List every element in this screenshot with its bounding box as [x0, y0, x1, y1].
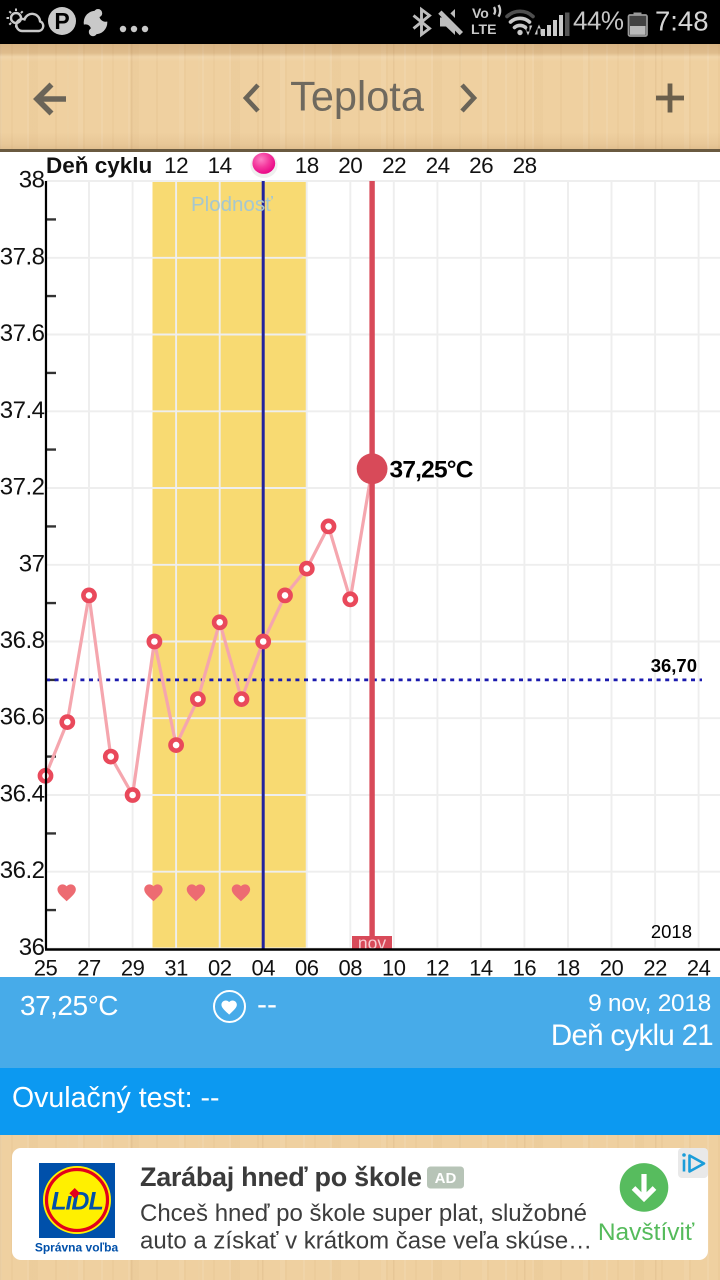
svg-text:36.6: 36.6: [0, 704, 45, 731]
svg-text:22: 22: [643, 956, 667, 981]
svg-text:02: 02: [208, 956, 232, 981]
svg-text:Správna voľba: Správna voľba: [35, 1241, 119, 1255]
svg-text:22: 22: [382, 153, 406, 178]
svg-text:2018: 2018: [651, 921, 692, 942]
svg-text:24: 24: [687, 956, 711, 981]
svg-text:04: 04: [251, 956, 275, 981]
svg-text:28: 28: [513, 153, 537, 178]
svg-text:12: 12: [164, 153, 188, 178]
svg-text:nov: nov: [358, 933, 386, 953]
svg-text:20: 20: [600, 956, 624, 981]
svg-text:25: 25: [34, 956, 58, 981]
svg-text:Vo: Vo: [472, 5, 489, 21]
svg-text:18: 18: [295, 153, 319, 178]
svg-text:auto a získať v krátkom čase v: auto a získať v krátkom čase veľa skúse…: [140, 1228, 592, 1255]
svg-text:38: 38: [19, 167, 45, 194]
svg-text:27: 27: [77, 956, 101, 981]
svg-text:37.6: 37.6: [0, 320, 45, 347]
svg-text:37.8: 37.8: [0, 243, 45, 270]
svg-text:08: 08: [339, 956, 363, 981]
svg-text:Teplota: Teplota: [290, 73, 425, 120]
svg-text:06: 06: [295, 956, 319, 981]
svg-text:36.8: 36.8: [0, 627, 45, 654]
svg-text:Deň cyklu: Deň cyklu: [46, 153, 152, 178]
svg-text:LTE: LTE: [471, 21, 496, 37]
svg-text:37: 37: [19, 550, 45, 577]
svg-text:Plodnosť: Plodnosť: [191, 193, 273, 216]
svg-text:36.4: 36.4: [0, 781, 45, 808]
svg-text:16: 16: [513, 956, 537, 981]
svg-text:31: 31: [164, 956, 188, 981]
svg-text:37,25°C: 37,25°C: [390, 456, 474, 483]
svg-text:P: P: [54, 8, 69, 34]
svg-text:Navštíviť: Navštíviť: [598, 1219, 695, 1246]
svg-text:Chceš hneď po škole super plat: Chceš hneď po škole super plat, služobné: [140, 1200, 587, 1227]
svg-text:Zarábaj hneď po škole: Zarábaj hneď po škole: [140, 1162, 422, 1192]
svg-text:36.2: 36.2: [0, 857, 45, 884]
svg-text:37.2: 37.2: [0, 474, 45, 501]
svg-text:AD: AD: [435, 1170, 457, 1187]
svg-text:24: 24: [426, 153, 450, 178]
svg-text:26: 26: [469, 153, 493, 178]
svg-text:7:48: 7:48: [655, 6, 709, 37]
svg-text:10: 10: [382, 956, 406, 981]
svg-text:44%: 44%: [573, 6, 624, 36]
svg-text:36: 36: [19, 934, 45, 961]
svg-text:14: 14: [208, 153, 232, 178]
svg-text:29: 29: [121, 956, 145, 981]
svg-text:12: 12: [426, 956, 450, 981]
svg-text:37.4: 37.4: [0, 397, 45, 424]
svg-text:18: 18: [556, 956, 580, 981]
svg-text:14: 14: [469, 956, 493, 981]
svg-text:20: 20: [338, 153, 362, 178]
svg-text:36,70: 36,70: [651, 655, 697, 676]
